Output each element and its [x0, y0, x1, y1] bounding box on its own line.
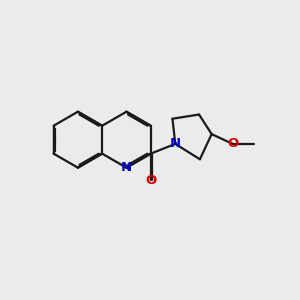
Text: N: N — [121, 161, 132, 174]
Text: O: O — [227, 137, 238, 150]
Text: N: N — [170, 137, 181, 150]
Text: O: O — [145, 174, 156, 187]
